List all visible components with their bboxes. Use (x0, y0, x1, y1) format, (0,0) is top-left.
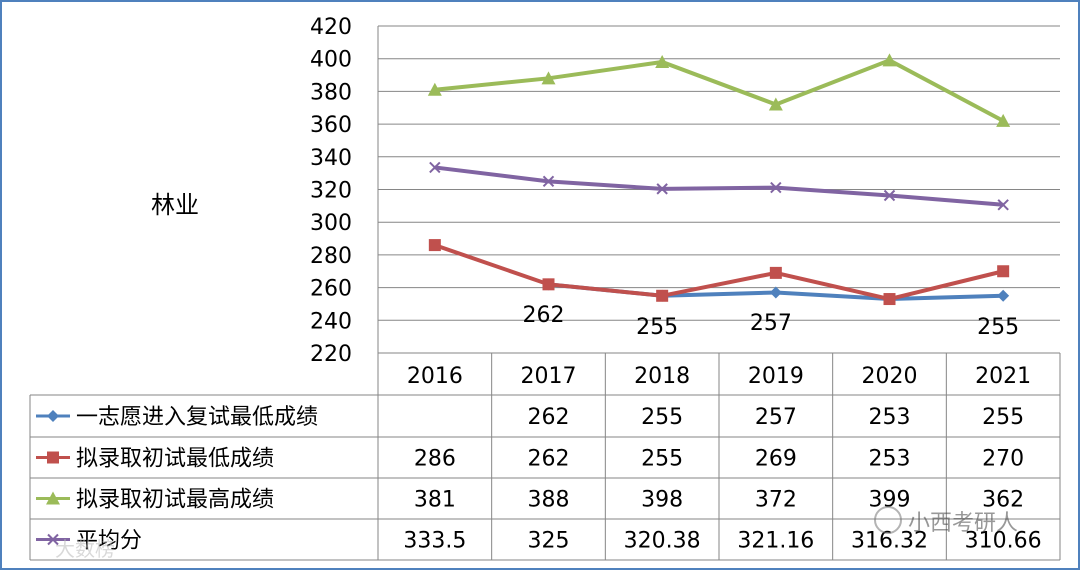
y-tick-label: 220 (310, 342, 352, 367)
table-cell: 333.5 (403, 529, 466, 554)
y-tick-label: 400 (310, 48, 352, 73)
point-marker (770, 181, 782, 194)
point-marker (656, 183, 668, 195)
series-line (434, 165, 1004, 207)
x-tick-label: 2021 (975, 364, 1031, 389)
table-cell: 255 (641, 405, 683, 430)
data-label: 262 (523, 303, 565, 328)
table-cell: 270 (982, 447, 1024, 472)
table-cell: 362 (982, 488, 1024, 513)
table-cell: 372 (755, 488, 797, 513)
point-marker (883, 189, 896, 202)
data-label: 257 (750, 311, 792, 336)
point-marker (997, 265, 1010, 278)
legend-label: 拟录取初试最低成绩 (76, 447, 274, 472)
table-cell: 310.66 (965, 529, 1042, 554)
point-marker (47, 533, 59, 546)
table-cell: 381 (414, 488, 456, 513)
series-2 (428, 239, 1010, 306)
wechat-icon (874, 506, 902, 534)
point-marker (769, 266, 782, 279)
table-cell: 398 (641, 488, 683, 513)
x-tick-label: 2017 (521, 364, 577, 389)
chart-title: 林业 (151, 191, 199, 219)
watermark-right: 小西考研人 (908, 511, 1018, 536)
legend-label: 一志愿进入复试最低成绩 (76, 405, 318, 430)
point-marker (47, 410, 59, 422)
series-4 (429, 161, 1009, 211)
data-label: 255 (977, 315, 1019, 340)
table-cell: 399 (869, 488, 911, 513)
point-marker (47, 451, 59, 464)
point-marker (997, 199, 1009, 211)
watermark-left: 大数榜 (55, 537, 115, 561)
x-tick-label: 2018 (634, 364, 690, 389)
y-tick-label: 360 (310, 113, 352, 138)
watermarks: 小西考研人 大数榜 (55, 506, 1018, 561)
table-cell: 262 (528, 447, 570, 472)
table-cell: 253 (869, 405, 911, 430)
y-tick-label: 320 (310, 179, 352, 204)
data-table: 2016 2017 2018 2019 2020 2021 一志愿进入复试最低成绩 262 25… (29, 352, 1061, 561)
table-cell: 321.16 (737, 529, 814, 554)
legend-label: 拟录取初试最高成绩 (76, 488, 274, 513)
table-cell: 262 (528, 405, 570, 430)
point-marker (996, 113, 1011, 127)
y-tick-label: 380 (310, 80, 352, 105)
point-marker (883, 293, 896, 306)
point-marker (997, 289, 1010, 302)
y-tick-label: 280 (310, 244, 352, 269)
legend-label: 平均分 (76, 529, 142, 554)
x-tick-label: 2019 (748, 364, 804, 389)
point-marker (542, 278, 555, 291)
point-marker (427, 82, 442, 96)
point-marker (769, 286, 782, 299)
point-marker (429, 161, 441, 174)
y-tick-label: 300 (310, 211, 352, 236)
annotations: 262 255 257 255 (523, 303, 1020, 340)
y-tick-label: 420 (310, 15, 352, 40)
table-cell: 320.38 (624, 529, 701, 554)
y-axis-ticks: 220 240 260 280 300 320 340 360 380 400 420 (310, 15, 352, 367)
table-cell: 257 (755, 405, 797, 430)
x-tick-label: 2020 (862, 364, 918, 389)
series-3 (427, 53, 1011, 127)
table-cell: 286 (414, 447, 456, 472)
point-marker (768, 97, 783, 111)
point-marker (428, 239, 441, 252)
point-marker (541, 71, 556, 85)
y-tick-label: 260 (310, 277, 352, 302)
table-cell: 388 (528, 488, 570, 513)
point-marker (46, 491, 60, 505)
series-line (434, 243, 1004, 302)
y-tick-label: 240 (310, 309, 352, 334)
y-tick-label: 340 (310, 146, 352, 171)
point-marker (655, 54, 670, 68)
table-cell: 255 (982, 405, 1024, 430)
point-marker (656, 289, 669, 302)
series-group (427, 53, 1011, 306)
point-marker (882, 53, 897, 67)
table-cell: 269 (755, 447, 797, 472)
table-cell: 255 (641, 447, 683, 472)
table-cell: 325 (528, 529, 570, 554)
x-tick-label: 2016 (407, 364, 463, 389)
data-label: 255 (636, 315, 678, 340)
table-cell: 253 (869, 447, 911, 472)
point-marker (542, 175, 555, 188)
series-line (434, 58, 1005, 123)
